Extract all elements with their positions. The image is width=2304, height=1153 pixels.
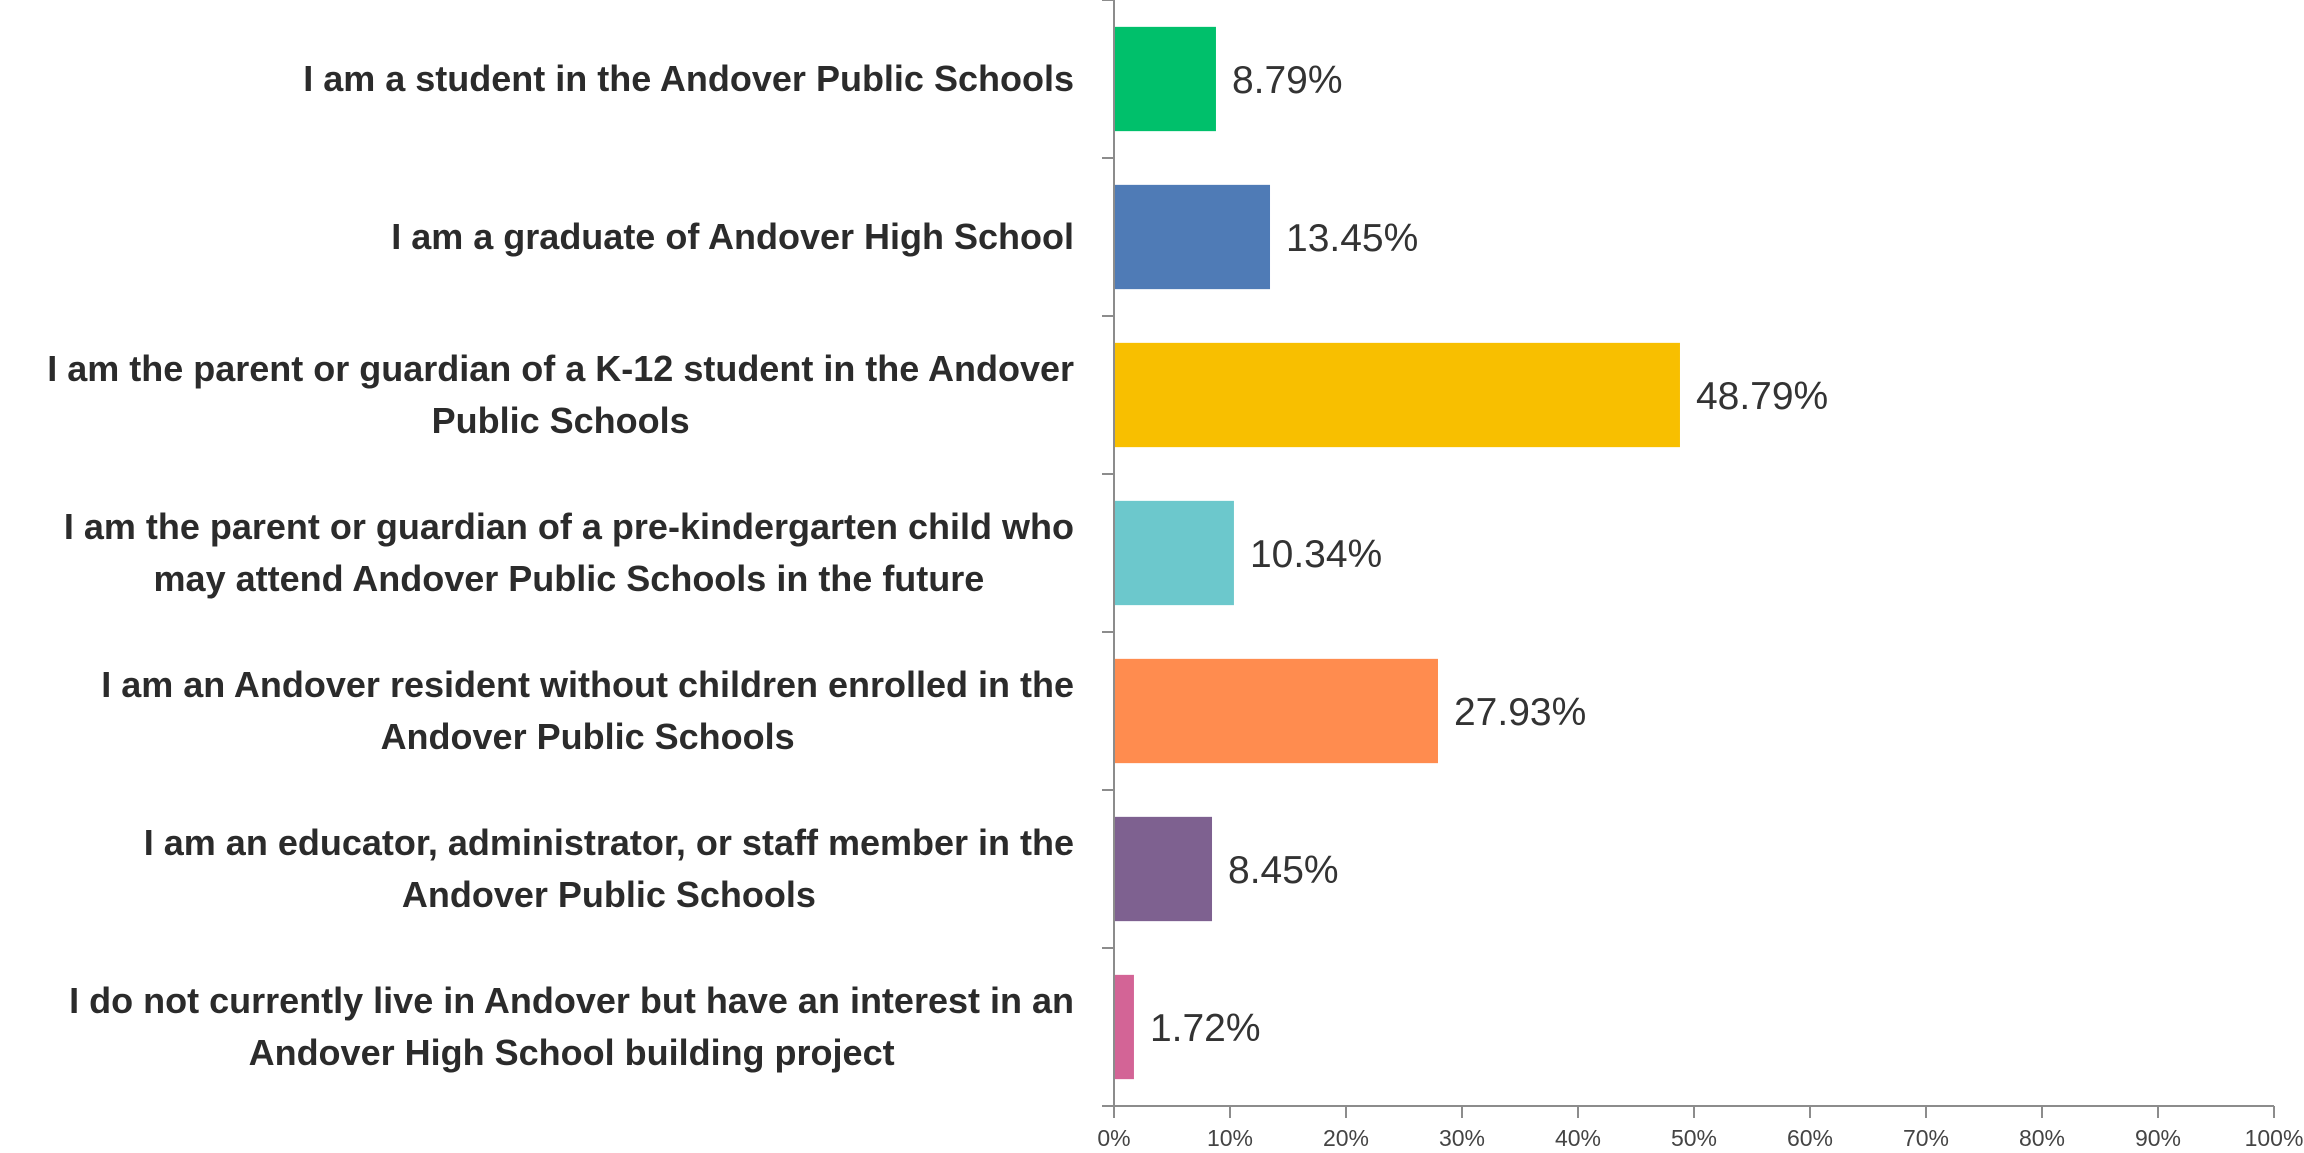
category-label-5-line-2: Andover Public Schools	[381, 716, 795, 757]
x-tick-label-2: 20%	[1323, 1125, 1369, 1151]
category-label-7-line-2: Andover High School building project	[249, 1032, 895, 1073]
bar-3	[1114, 342, 1680, 448]
category-label-3-line-1: I am the parent or guardian of a K-12 st…	[47, 348, 1074, 389]
value-label-2: 13.45%	[1286, 217, 1418, 260]
category-label-2-line-1: I am a graduate of Andover High School	[391, 216, 1074, 257]
bar-2	[1114, 184, 1271, 290]
category-label-5-line-1: I am an Andover resident without childre…	[101, 664, 1074, 705]
x-tick-label-7: 70%	[1903, 1125, 1949, 1151]
value-labels-group: 8.79% 13.45% 48.79% 10.34% 27.93% 8.45% 1.72%	[1150, 59, 1828, 1050]
x-tick-label-0: 0%	[1097, 1125, 1130, 1151]
x-tick-label-10: 100%	[2245, 1125, 2304, 1151]
category-label-4-line-1: I am the parent or guardian of a pre-kin…	[64, 506, 1074, 547]
x-tick-label-8: 80%	[2019, 1125, 2065, 1151]
axes-group: 0% 10% 20% 30% 40% 50% 60% 70% 80% 90% 100%	[1097, 0, 2303, 1151]
category-label-1-line-1: I am a student in the Andover Public Sch…	[303, 58, 1074, 99]
bars-group	[1114, 26, 1680, 1080]
value-label-1: 8.79%	[1232, 59, 1343, 102]
category-label-3-line-2: Public Schools	[432, 400, 690, 441]
category-label-7-line-1: I do not currently live in Andover but h…	[69, 980, 1074, 1021]
x-tick-label-9: 90%	[2135, 1125, 2181, 1151]
value-label-5: 27.93%	[1454, 691, 1586, 734]
bar-7	[1114, 974, 1134, 1080]
bar-5	[1114, 658, 1438, 764]
category-label-6-line-1: I am an educator, administrator, or staf…	[144, 822, 1074, 863]
bar-1	[1114, 26, 1216, 132]
value-label-6: 8.45%	[1228, 849, 1339, 892]
x-tick-label-4: 40%	[1555, 1125, 1601, 1151]
value-label-3: 48.79%	[1696, 375, 1828, 418]
value-label-4: 10.34%	[1250, 533, 1382, 576]
bar-4	[1114, 500, 1234, 606]
x-tick-label-1: 10%	[1207, 1125, 1253, 1151]
x-tick-label-6: 60%	[1787, 1125, 1833, 1151]
x-tick-label-5: 50%	[1671, 1125, 1717, 1151]
x-tick-label-3: 30%	[1439, 1125, 1485, 1151]
value-label-7: 1.72%	[1150, 1007, 1261, 1050]
category-label-4-line-2: may attend Andover Public Schools in the…	[154, 558, 985, 599]
category-labels-group: I am a student in the Andover Public Sch…	[47, 58, 1074, 1073]
bar-6	[1114, 816, 1213, 922]
category-label-6-line-2: Andover Public Schools	[402, 874, 816, 915]
